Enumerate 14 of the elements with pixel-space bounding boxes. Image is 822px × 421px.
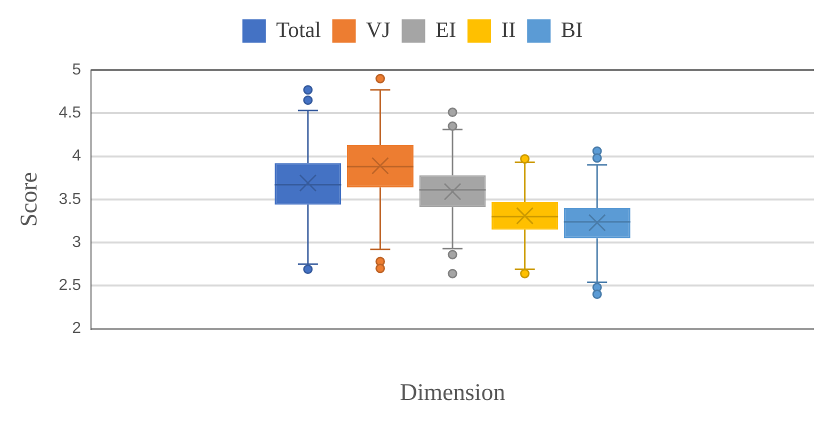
y-tick-label: 4.5	[58, 104, 82, 122]
y-tick-label: 4	[72, 148, 82, 165]
legend-label: EI	[435, 16, 456, 42]
legend-label: VJ	[366, 16, 391, 42]
y-tick-label: 3	[72, 234, 82, 251]
y-axis-title: Score	[16, 172, 43, 227]
y-tick-label: 3.5	[58, 190, 82, 208]
x-axis-title: Dimension	[400, 380, 506, 406]
y-tick-label: 2	[72, 320, 82, 338]
legend-label: Total	[276, 16, 322, 42]
y-tick-label: 2.5	[58, 277, 82, 294]
legend-label: BI	[560, 16, 583, 42]
legend-label: II	[501, 16, 516, 42]
y-tick-label: 5	[72, 61, 82, 78]
